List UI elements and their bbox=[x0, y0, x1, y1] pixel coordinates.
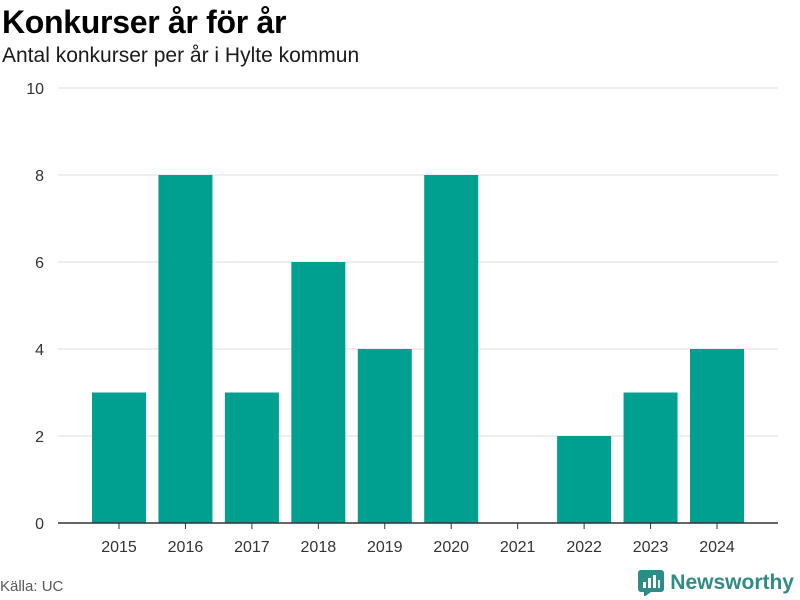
bar bbox=[424, 175, 479, 523]
x-tick-label: 2017 bbox=[234, 539, 270, 556]
x-tick-label: 2016 bbox=[168, 539, 204, 556]
brand-name: Newsworthy bbox=[670, 571, 794, 594]
bar bbox=[291, 262, 346, 523]
y-tick-label: 8 bbox=[35, 168, 44, 185]
bars bbox=[92, 175, 744, 523]
y-tick-label: 6 bbox=[35, 255, 44, 272]
bar bbox=[224, 392, 279, 523]
bar bbox=[92, 392, 146, 523]
x-tick-label: 2018 bbox=[301, 539, 337, 556]
y-tick-label: 2 bbox=[35, 429, 44, 446]
x-tick-label: 2015 bbox=[101, 539, 137, 556]
y-axis-ticks: 0 2 4 6 8 10 bbox=[26, 81, 44, 533]
x-tick-label: 2024 bbox=[699, 539, 735, 556]
x-tick-label: 2020 bbox=[433, 539, 469, 556]
x-tick-label: 2022 bbox=[566, 539, 602, 556]
y-tick-label: 10 bbox=[26, 81, 44, 98]
newsworthy-logo-icon bbox=[638, 570, 665, 596]
source-note: Källa: UC bbox=[0, 578, 64, 595]
bar bbox=[158, 175, 213, 523]
chart-title: Konkurser år för år bbox=[2, 4, 287, 40]
x-axis-ticks: 2015 2016 2017 2018 2019 2020 2021 2022 2023 2024 bbox=[101, 523, 735, 556]
bar bbox=[623, 392, 678, 523]
y-tick-label: 4 bbox=[35, 342, 44, 359]
bar bbox=[690, 349, 744, 523]
x-tick-label: 2023 bbox=[633, 539, 669, 556]
x-tick-label: 2021 bbox=[500, 539, 536, 556]
y-tick-label: 0 bbox=[35, 516, 44, 533]
bar bbox=[357, 349, 412, 523]
x-tick-label: 2019 bbox=[367, 539, 403, 556]
brand-logo[interactable]: Newsworthy bbox=[638, 568, 794, 598]
chart-subtitle: Antal konkurser per år i Hylte kommun bbox=[2, 44, 360, 67]
bar bbox=[557, 436, 612, 523]
